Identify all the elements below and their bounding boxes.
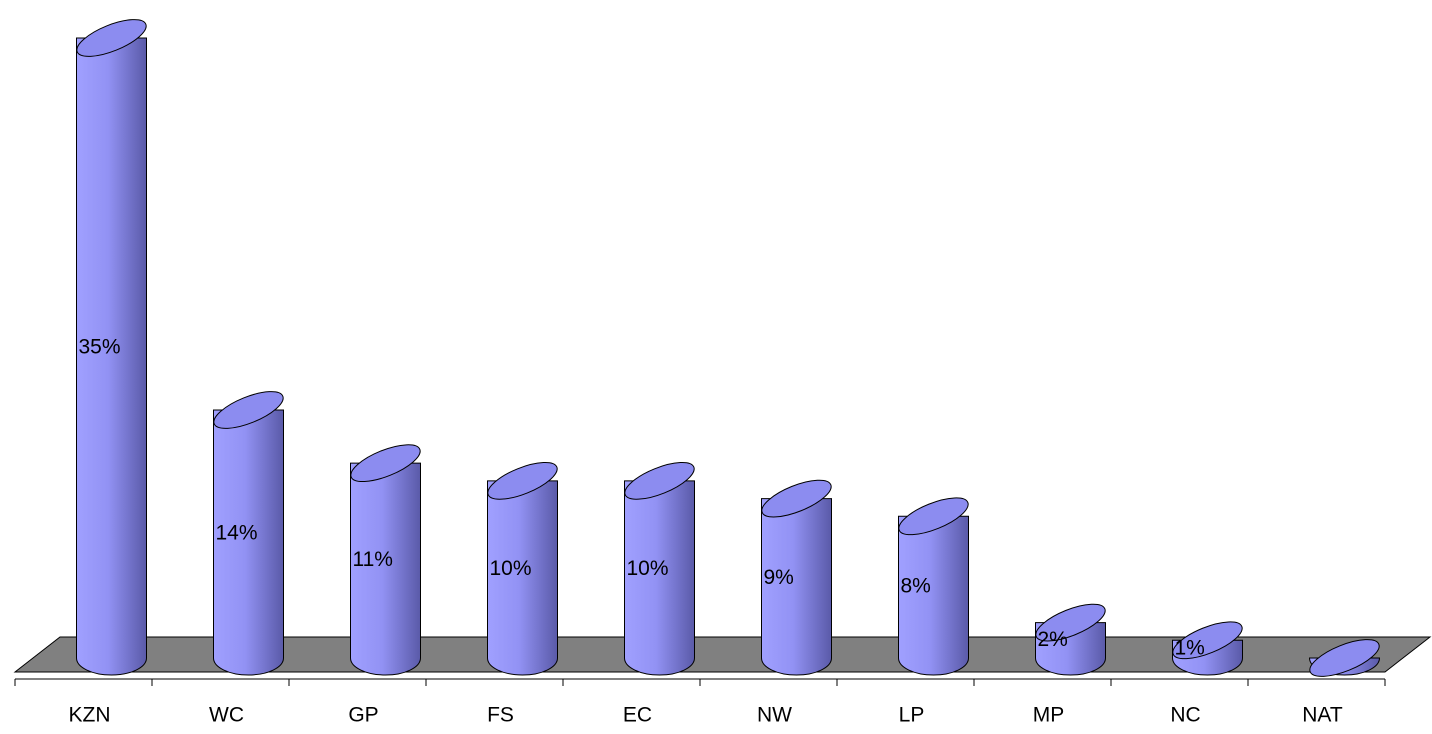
cylinder-top xyxy=(898,497,969,536)
value-label: 2% xyxy=(1038,628,1068,651)
cylinder xyxy=(213,409,284,676)
value-label: 35% xyxy=(79,336,121,359)
value-label: 11% xyxy=(353,548,393,571)
cylinder xyxy=(350,462,421,676)
value-label: 1% xyxy=(1175,637,1205,660)
value-label: 10% xyxy=(490,557,532,580)
x-tick-label: LP xyxy=(899,704,925,727)
cylinder xyxy=(624,480,695,676)
x-tick-label: EC xyxy=(623,704,652,727)
cylinder-top xyxy=(350,444,421,483)
cylinder-top xyxy=(1035,603,1106,642)
cylinder xyxy=(76,37,147,676)
x-tick-label: NAT xyxy=(1302,704,1343,727)
cylinder-top xyxy=(761,479,832,518)
x-tick-label: NW xyxy=(757,704,792,727)
cylinder xyxy=(761,498,832,676)
x-tick-label: WC xyxy=(209,704,244,727)
value-label: 14% xyxy=(216,522,258,545)
value-label: 8% xyxy=(901,575,931,598)
x-tick-label: GP xyxy=(348,704,378,727)
cylinder-top xyxy=(1309,639,1380,677)
cylinder-top xyxy=(1172,621,1243,660)
cylinder-top xyxy=(624,461,695,500)
x-tick-label: MP xyxy=(1033,704,1065,727)
x-tick-label: KZN xyxy=(69,704,111,727)
value-label: 9% xyxy=(764,566,794,589)
cylinder-top xyxy=(76,19,147,57)
cylinder-top xyxy=(213,391,284,429)
cylinder xyxy=(898,515,969,676)
x-tick-label: FS xyxy=(487,704,514,727)
cylinder-top xyxy=(487,461,558,500)
value-label: 10% xyxy=(627,557,669,580)
x-tick-label: NC xyxy=(1170,704,1200,727)
cylinder xyxy=(487,480,558,676)
